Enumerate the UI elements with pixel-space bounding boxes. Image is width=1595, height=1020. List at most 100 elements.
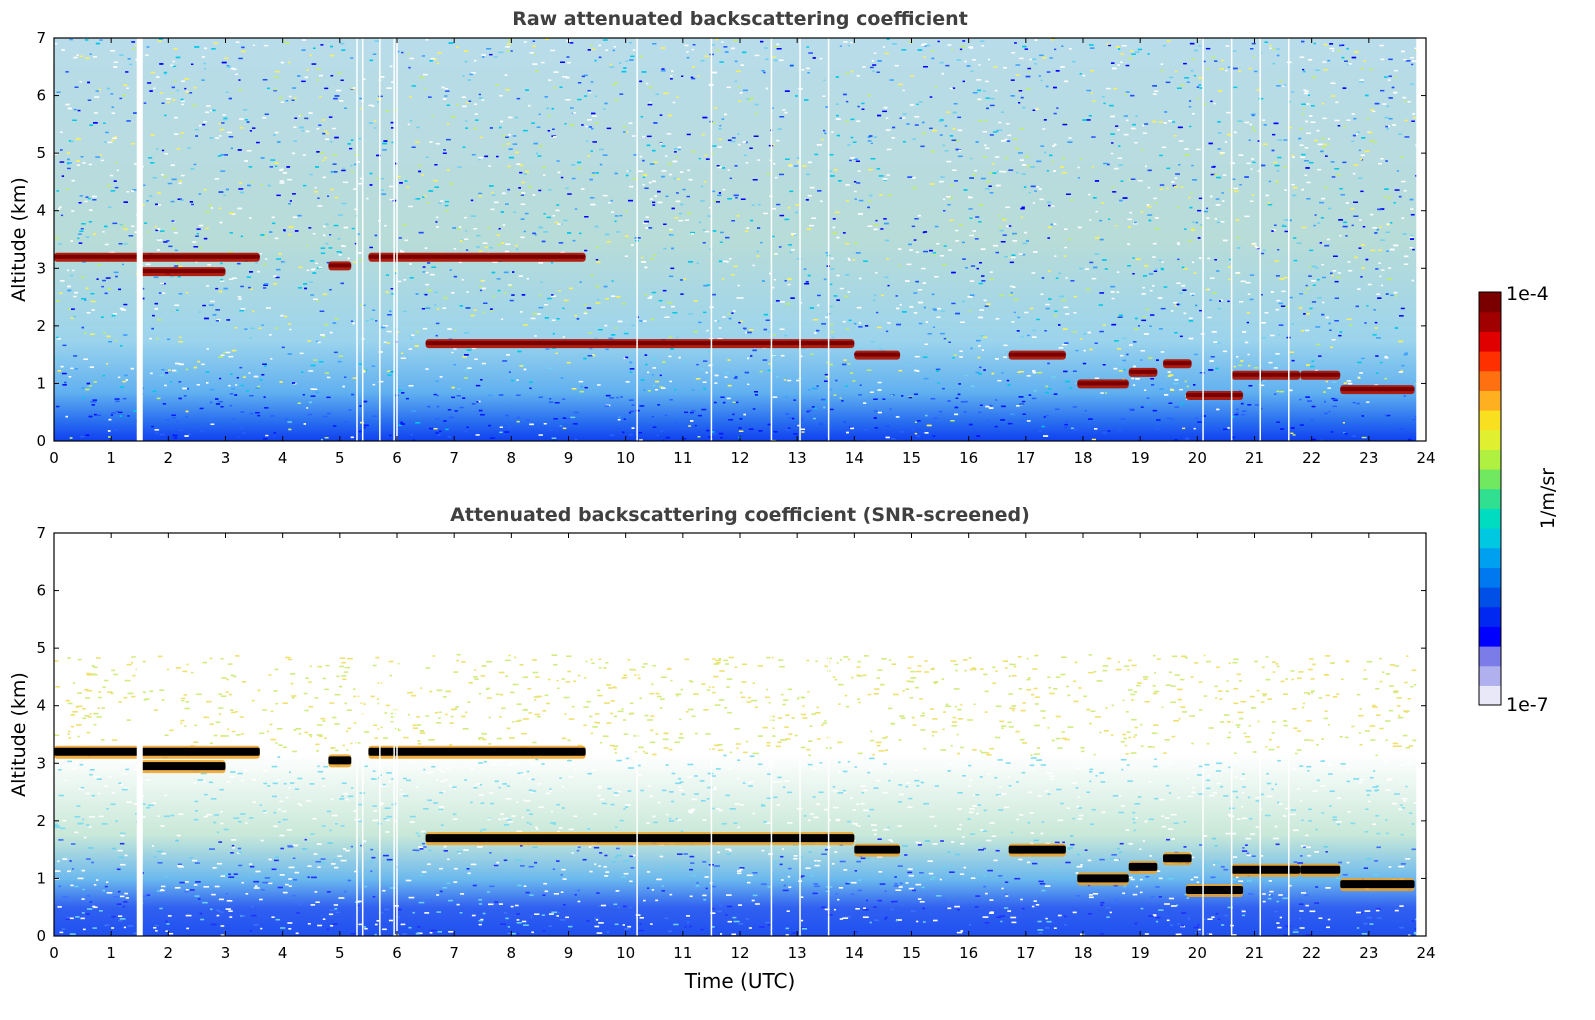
noise-cell — [732, 310, 736, 312]
noise-cell — [885, 129, 891, 131]
noise-cell — [515, 244, 518, 247]
noise-cell — [1331, 381, 1337, 383]
noise-cell — [493, 56, 498, 58]
noise-cell — [1301, 40, 1305, 43]
noise-cell — [766, 173, 770, 175]
noise-cell — [1339, 235, 1342, 237]
noise-cell — [948, 249, 952, 251]
noise-cell — [1222, 200, 1225, 202]
noise-cell — [223, 118, 228, 121]
noise-cell — [92, 195, 97, 198]
noise-cell — [1147, 53, 1150, 55]
noise-cell — [711, 293, 716, 296]
noise-cell — [943, 337, 947, 340]
noise-cell — [80, 156, 84, 158]
noise-cell — [1359, 372, 1364, 374]
noise-cell — [1018, 152, 1023, 154]
noise-cell — [479, 289, 483, 292]
noise-cell — [151, 327, 154, 330]
noise-cell — [279, 381, 283, 383]
noise-cell — [764, 47, 768, 49]
noise-cell — [1055, 70, 1060, 72]
noise-cell — [255, 412, 260, 414]
noise-cell — [720, 436, 723, 439]
noise-cell — [88, 221, 93, 223]
noise-cell — [82, 261, 86, 263]
noise-cell — [1389, 361, 1395, 364]
noise-cell — [1040, 79, 1043, 82]
noise-cell — [135, 44, 138, 47]
noise-cell — [967, 296, 973, 298]
noise-cell — [516, 420, 520, 423]
noise-cell — [473, 127, 477, 130]
noise-cell — [1214, 218, 1217, 220]
noise-cell — [1226, 111, 1231, 114]
noise-cell — [156, 76, 160, 78]
noise-cell — [474, 113, 479, 115]
noise-cell — [1225, 69, 1228, 72]
noise-cell — [1401, 364, 1405, 367]
noise-cell — [218, 356, 224, 358]
noise-cell — [114, 398, 120, 400]
noise-cell — [78, 242, 83, 244]
noise-cell — [356, 233, 360, 235]
noise-cell — [964, 60, 967, 63]
noise-cell — [1336, 276, 1341, 279]
noise-cell — [195, 135, 199, 137]
noise-cell — [1324, 400, 1327, 403]
noise-cell — [1398, 133, 1403, 135]
noise-cell — [1351, 224, 1354, 227]
noise-cell — [1343, 125, 1347, 128]
noise-cell — [185, 90, 189, 93]
noise-cell — [642, 135, 646, 138]
noise-cell — [478, 97, 483, 99]
noise-cell — [910, 75, 914, 77]
noise-cell — [847, 363, 851, 365]
noise-cell — [663, 247, 667, 250]
noise-cell — [1055, 277, 1059, 279]
noise-cell — [1394, 69, 1398, 72]
noise-cell — [638, 170, 643, 172]
noise-cell — [127, 415, 130, 417]
noise-cell — [1072, 406, 1077, 408]
noise-cell — [473, 228, 477, 230]
noise-cell — [1127, 243, 1131, 245]
noise-cell — [475, 434, 480, 436]
noise-cell — [1224, 141, 1228, 143]
noise-cell — [1394, 189, 1400, 191]
noise-cell — [1318, 355, 1322, 357]
noise-cell — [1404, 119, 1408, 122]
noise-cell — [751, 204, 755, 206]
noise-cell — [1018, 90, 1023, 92]
noise-cell — [1276, 390, 1279, 393]
noise-cell — [1311, 405, 1316, 408]
noise-cell — [274, 237, 279, 240]
noise-cell — [1061, 299, 1067, 302]
noise-cell — [119, 224, 123, 226]
noise-cell — [545, 38, 549, 40]
noise-cell — [1308, 266, 1312, 268]
noise-cell — [262, 79, 268, 81]
noise-cell — [150, 162, 155, 164]
noise-cell — [389, 310, 392, 312]
noise-cell — [1188, 196, 1191, 199]
noise-cell — [901, 395, 904, 397]
noise-cell — [747, 383, 750, 386]
noise-cell — [993, 244, 998, 247]
noise-cell — [649, 163, 655, 165]
noise-cell — [1045, 303, 1050, 306]
noise-cell — [1146, 205, 1152, 208]
noise-cell — [329, 234, 332, 236]
noise-cell — [619, 62, 622, 64]
noise-cell — [491, 194, 496, 196]
noise-cell — [228, 136, 234, 138]
noise-cell — [374, 40, 380, 42]
noise-cell — [1248, 67, 1252, 70]
noise-cell — [446, 138, 451, 141]
noise-cell — [505, 414, 509, 417]
noise-cell — [504, 250, 510, 253]
noise-cell — [913, 239, 917, 241]
noise-cell — [734, 60, 738, 63]
noise-cell — [731, 47, 735, 50]
noise-cell — [70, 274, 74, 277]
